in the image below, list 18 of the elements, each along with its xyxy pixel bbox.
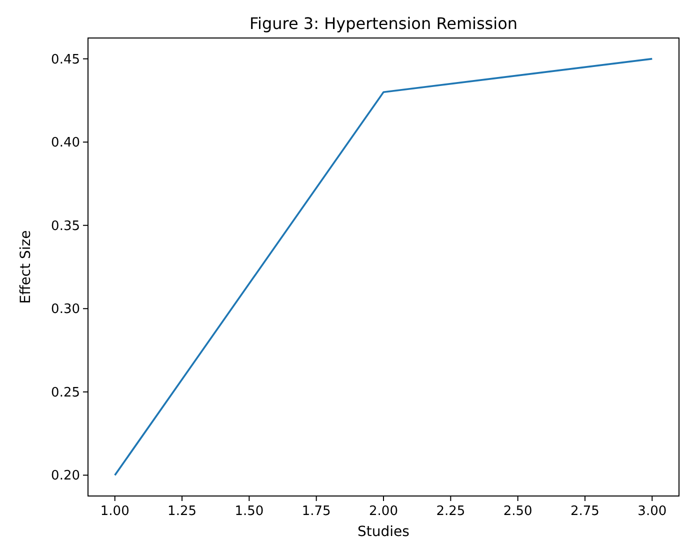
y-tick-label: 0.40	[51, 136, 80, 151]
x-tick-label: 3.00	[638, 504, 667, 519]
y-tick-label: 0.35	[51, 218, 80, 234]
chart-title: Figure 3: Hypertension Remission	[249, 14, 518, 33]
x-tick-label: 2.50	[503, 504, 532, 519]
y-tick-label: 0.45	[51, 52, 80, 68]
x-tick-label: 1.00	[100, 504, 130, 519]
x-tick-label: 2.75	[570, 504, 600, 519]
y-tick-label: 0.25	[51, 385, 80, 400]
x-tick-label: 1.75	[302, 504, 331, 519]
x-tick-label: 1.25	[168, 504, 196, 519]
x-tick-label: 2.25	[436, 504, 466, 519]
y-tick-label: 0.20	[51, 468, 80, 484]
x-tick-label: 2.00	[369, 504, 398, 519]
y-tick-label: 0.30	[51, 302, 80, 318]
x-axis-title: Studies	[358, 524, 410, 540]
y-axis-title: Effect Size	[18, 230, 34, 304]
x-tick-label: 1.50	[234, 504, 264, 519]
